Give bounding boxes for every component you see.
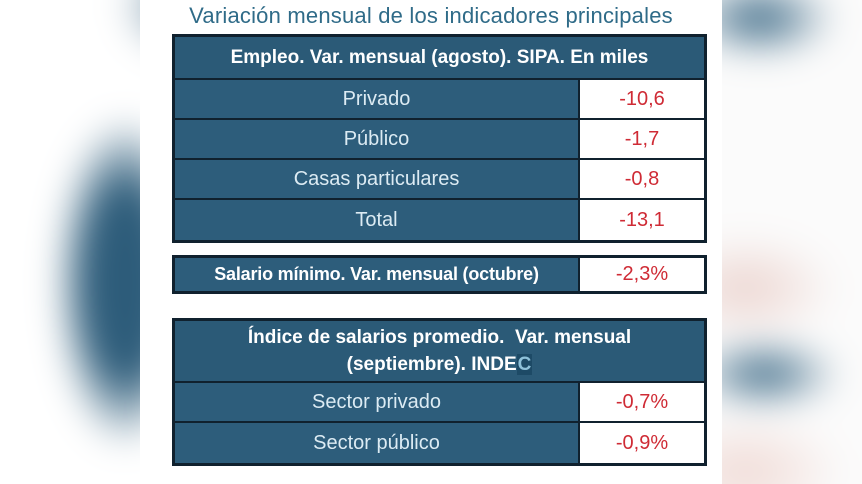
background-blur-right — [722, 0, 862, 484]
table-empleo-header: Empleo. Var. mensual (agosto). SIPA. En … — [175, 37, 704, 80]
background-blur-left — [0, 0, 140, 484]
row-value-casas-particulares: -0,8 — [578, 160, 704, 198]
background-blur-left-blobs — [0, 0, 140, 484]
table-row: Público -1,7 — [175, 120, 704, 160]
row-label-privado: Privado — [175, 80, 578, 118]
table-row: Salario mínimo. Var. mensual (octubre) -… — [175, 258, 704, 291]
row-value-publico: -1,7 — [578, 120, 704, 158]
row-label-total: Total — [175, 200, 578, 240]
table-row: Privado -10,6 — [175, 80, 704, 120]
table-salario-minimo: Salario mínimo. Var. mensual (octubre) -… — [172, 255, 707, 294]
row-value-sector-privado: -0,7% — [578, 383, 704, 421]
page-title: Variación mensual de los indicadores pri… — [189, 3, 673, 28]
header-line2: (septiembre). INDEC — [175, 351, 704, 378]
indec-highlighted-letter: C — [516, 354, 533, 375]
table-row: Total -13,1 — [175, 200, 704, 240]
header-line1: Índice de salarios promedio. Var. mensua… — [247, 327, 632, 348]
row-label-sector-publico: Sector público — [175, 423, 578, 463]
table-indice-salarios-header: Índice de salarios promedio. Var. mensua… — [175, 321, 704, 383]
row-value-privado: -10,6 — [578, 80, 704, 118]
table-row: Sector público -0,9% — [175, 423, 704, 463]
table-indice-salarios: Índice de salarios promedio. Var. mensua… — [172, 318, 707, 466]
header-line2-text: (septiembre). INDE — [346, 354, 517, 375]
row-label-salario-minimo: Salario mínimo. Var. mensual (octubre) — [175, 258, 578, 291]
row-value-sector-publico: -0,9% — [578, 423, 704, 463]
row-label-sector-privado: Sector privado — [175, 383, 578, 421]
row-label-casas-particulares: Casas particulares — [175, 160, 578, 198]
table-empleo: Empleo. Var. mensual (agosto). SIPA. En … — [172, 34, 707, 243]
table-row: Sector privado -0,7% — [175, 383, 704, 423]
row-value-total: -13,1 — [578, 200, 704, 240]
background-blur-right-blobs — [722, 0, 862, 484]
row-label-publico: Público — [175, 120, 578, 158]
row-value-salario-minimo: -2,3% — [578, 258, 704, 291]
table-row: Casas particulares -0,8 — [175, 160, 704, 200]
